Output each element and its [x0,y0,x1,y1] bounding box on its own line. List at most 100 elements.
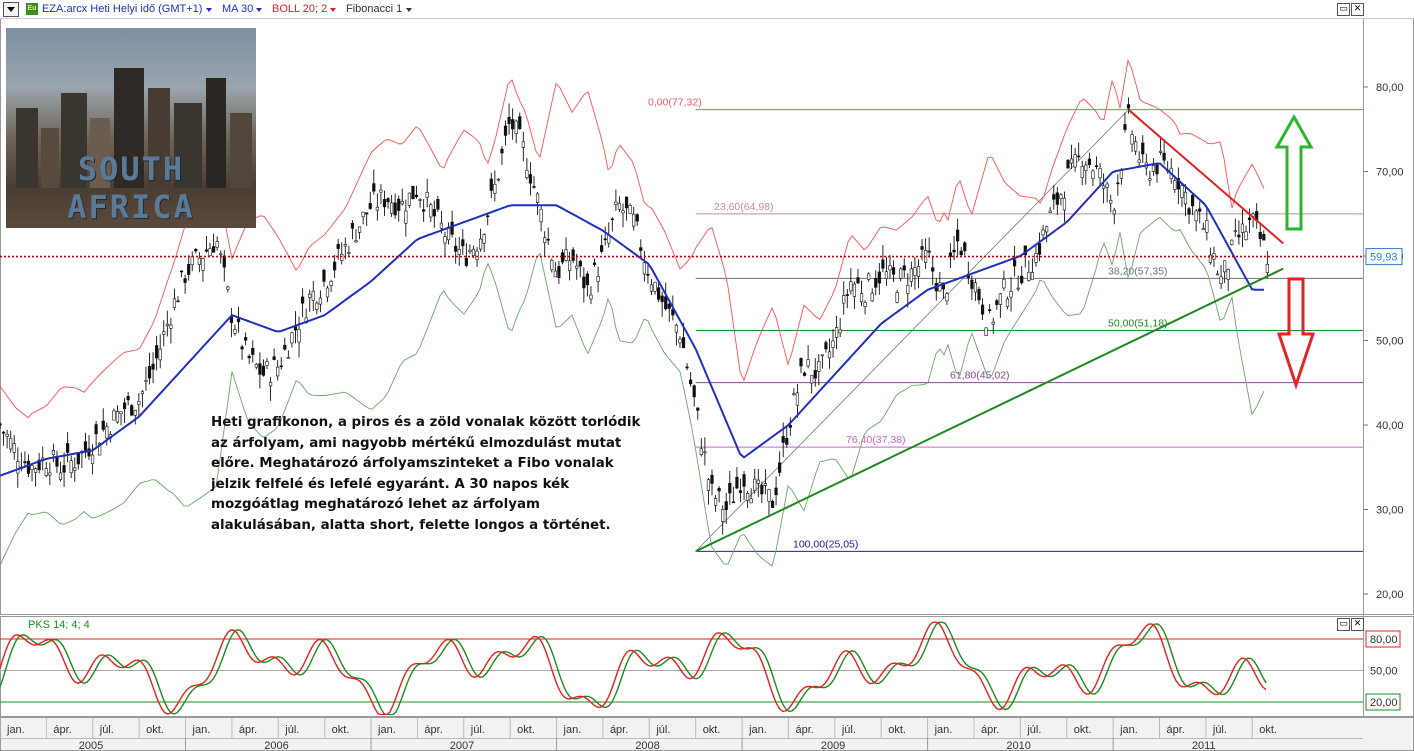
price-candle [753,478,757,491]
price-candle [1215,273,1220,276]
price-candle [760,484,764,495]
price-candle [895,292,899,303]
price-candle [226,286,230,290]
price-candle [101,420,105,430]
price-candle [176,300,180,303]
fibonacci-label[interactable]: Fibonacci 1 [346,3,403,15]
price-candle [340,253,344,261]
price-candle [991,321,995,325]
x-month-label: ápr. [795,724,813,736]
price-candle [870,292,874,302]
price-candle [5,433,9,437]
price-candle [557,266,561,278]
instrument-label[interactable]: EZA:arcx Heti Helyi idő (GMT+1) [42,3,203,15]
boll-dropdown-icon[interactable] [330,8,336,12]
price-candle [614,201,618,205]
price-candle [649,284,654,292]
price-candle [724,501,728,510]
price-candle [83,441,88,452]
price-candle [539,208,543,223]
current-price-box [1365,248,1403,266]
price-candle [785,437,789,445]
price-candle [713,498,718,506]
stoch-level-label: 50,00 [1370,666,1398,678]
price-candle [1059,194,1063,199]
close-button[interactable]: ✕ [1351,3,1364,16]
price-candle [610,218,614,221]
x-year-label: 2007 [450,740,474,751]
price-candle [471,248,476,256]
price-candle [1237,234,1241,238]
price-candle [1194,210,1198,222]
price-candle [842,295,846,304]
x-month-label: jan. [6,724,25,736]
price-candle [190,256,194,266]
price-candle [1126,104,1131,109]
price-candle [674,324,678,333]
price-candle [1148,178,1152,181]
price-candle [792,393,796,396]
price-candle [1005,298,1010,307]
stoch-level-label: 80,00 [1370,634,1398,646]
boll-indicator-label[interactable]: BOLL 20; 2 [272,3,328,15]
price-candle [984,327,988,336]
panel-menu-button[interactable] [3,2,19,17]
price-candle [1162,152,1166,161]
price-candle [439,222,444,229]
stoch-indicator-label[interactable]: PKS 14; 4; 4 [28,619,90,631]
price-candle [1262,234,1266,241]
price-candle [12,443,16,453]
maximize-button[interactable]: ▭ [1337,3,1350,16]
ma-dropdown-icon[interactable] [256,8,262,12]
ma-indicator-label[interactable]: MA 30 [222,3,254,15]
price-candle [183,278,187,283]
price-candle [1198,208,1202,212]
fibonacci-base-line [695,109,1129,552]
price-candle [354,240,358,243]
price-candle [891,267,896,275]
price-candle [731,501,735,504]
price-candle [212,246,216,253]
price-candle [315,302,319,310]
price-candle [1030,272,1034,280]
price-candle [656,287,661,300]
price-candle [852,283,856,297]
price-candle [258,363,262,375]
price-candle [543,237,547,243]
price-candle [977,289,981,301]
price-candle [397,198,401,211]
instrument-dropdown-icon[interactable] [206,8,212,12]
price-candle [571,249,575,261]
price-candle [1191,194,1195,207]
fibonacci-level-label: 100,00(25,05) [793,538,858,550]
x-month-label: jan. [563,724,582,736]
price-candle [1240,223,1245,233]
stoch-close-button[interactable]: ✕ [1351,618,1364,631]
fibonacci-level-label: 50,00(51,18) [1108,318,1168,330]
price-candle [867,273,871,280]
price-candle [931,267,935,272]
price-candle [361,211,365,218]
price-candle [1087,158,1091,165]
price-candle [738,490,743,493]
price-candle [126,395,130,401]
price-candle [717,487,721,492]
price-candle [838,329,842,334]
x-year-label: 2005 [79,740,103,751]
price-candle [621,210,625,214]
stoch-maximize-button[interactable]: ▭ [1337,618,1350,631]
price-candle [468,249,472,252]
x-month-label: jan. [1119,724,1138,736]
price-candle [514,120,518,134]
x-month-label: júl. [655,724,670,736]
stoch-level-box [1365,693,1401,711]
price-candle [247,355,251,359]
time-axis [0,717,1414,751]
x-month-label: okt. [332,724,350,736]
price-candle [1158,150,1163,153]
price-candle [1134,141,1138,152]
price-candle [874,278,878,288]
price-candle [632,213,636,227]
fibonacci-dropdown-icon[interactable] [406,8,412,12]
price-candle [710,474,714,484]
